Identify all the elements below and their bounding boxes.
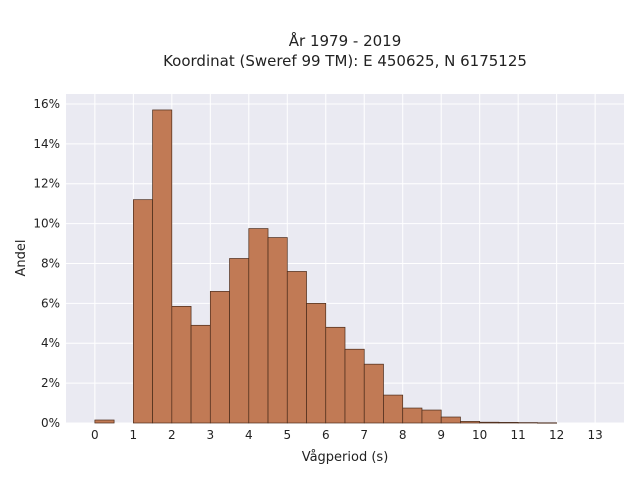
- x-tick-label: 1: [130, 428, 138, 442]
- x-tick-label: 13: [587, 428, 602, 442]
- histogram-bar: [267, 237, 288, 424]
- y-tick-label: 14%: [33, 137, 60, 151]
- histogram-bar: [152, 109, 173, 424]
- x-ticks: 0 1 2 3 4 5 6 7 8 9 10 11 12 13: [91, 428, 603, 442]
- x-tick-label: 8: [399, 428, 407, 442]
- histogram-bar: [479, 421, 500, 424]
- x-tick-label: 3: [206, 428, 214, 442]
- histogram-bar: [229, 258, 250, 424]
- histogram-bar: [344, 348, 365, 424]
- chart-title-line-1: År 1979 - 2019: [289, 31, 402, 50]
- y-tick-label: 8%: [41, 256, 60, 270]
- chart-title-line-2: Koordinat (Sweref 99 TM): E 450625, N 61…: [163, 52, 527, 70]
- x-tick-label: 0: [91, 428, 99, 442]
- histogram-bar: [190, 324, 211, 424]
- x-tick-label: 6: [322, 428, 330, 442]
- x-tick-label: 10: [472, 428, 487, 442]
- x-tick-label: 7: [360, 428, 368, 442]
- histogram-bar: [132, 199, 153, 424]
- y-ticks: 0% 2% 4% 6% 8% 10% 12% 14% 16%: [33, 97, 60, 430]
- y-tick-label: 4%: [41, 336, 60, 350]
- histogram-bar: [306, 303, 327, 424]
- x-tick-label: 2: [168, 428, 176, 442]
- y-axis-label: Andel: [14, 240, 29, 277]
- histogram-bar: [460, 421, 481, 424]
- x-tick-label: 11: [511, 428, 526, 442]
- x-axis-label: Vågperiod (s): [302, 450, 389, 465]
- x-tick-label: 12: [549, 428, 564, 442]
- histogram-bar: [286, 271, 307, 424]
- histogram-bar: [248, 228, 269, 424]
- histogram-bar: [383, 394, 404, 424]
- histogram-bar: [440, 416, 461, 424]
- y-tick-label: 12%: [33, 177, 60, 191]
- x-tick-label: 5: [283, 428, 291, 442]
- x-tick-label: 9: [437, 428, 445, 442]
- histogram-bar: [325, 326, 346, 424]
- histogram-bar: [171, 306, 192, 424]
- histogram-bar: [363, 363, 384, 424]
- y-tick-label: 6%: [41, 296, 60, 310]
- histogram-bar: [498, 422, 519, 424]
- x-tick-label: 4: [245, 428, 253, 442]
- histogram-bar: [421, 409, 442, 424]
- histogram-bar: [94, 419, 115, 424]
- y-tick-label: 0%: [41, 416, 60, 430]
- histogram-bar: [402, 407, 423, 424]
- y-tick-label: 16%: [33, 97, 60, 111]
- histogram-bar: [209, 291, 230, 424]
- y-tick-label: 10%: [33, 217, 60, 231]
- y-tick-label: 2%: [41, 376, 60, 390]
- bars: [94, 109, 558, 424]
